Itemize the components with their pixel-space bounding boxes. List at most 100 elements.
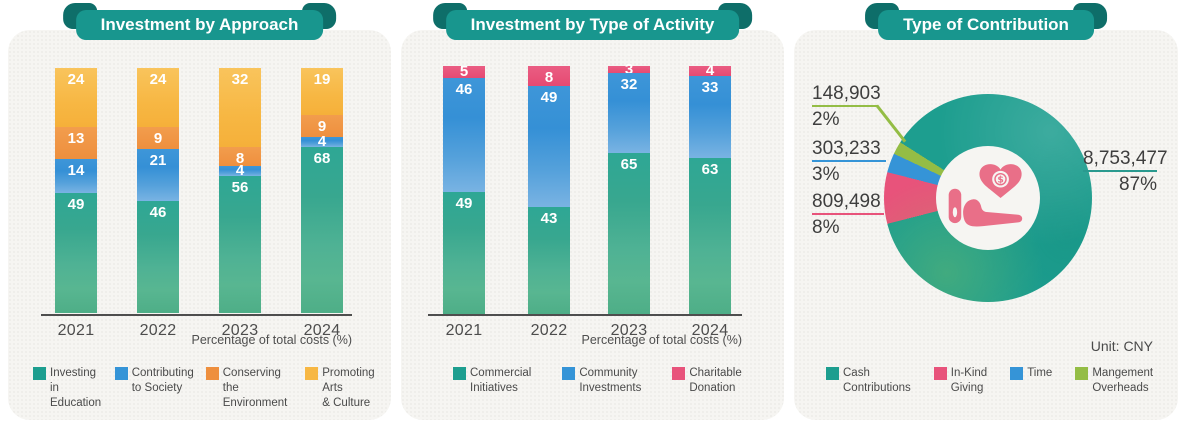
bar-segment-value: 65 bbox=[620, 155, 638, 173]
legend-item: Investing in Education bbox=[33, 366, 103, 411]
legend-item: Charitable Donation bbox=[672, 366, 742, 396]
callout-leader-line-lime bbox=[876, 104, 907, 143]
legend-swatch bbox=[933, 367, 947, 380]
bar-segment-value: 32 bbox=[231, 71, 249, 88]
bar-segment: 46 bbox=[443, 78, 485, 193]
bar-segment-value: 43 bbox=[540, 210, 558, 228]
legend-item: Time bbox=[1010, 366, 1052, 396]
callout-time: 303,233 3% bbox=[812, 139, 886, 185]
panel1-legend: Investing in Education Contributing to So… bbox=[33, 366, 391, 411]
legend-label: Contributing to Society bbox=[131, 367, 194, 394]
legend-swatch bbox=[672, 367, 686, 380]
panel3-title-ribbon: Type of Contribution bbox=[865, 3, 1107, 40]
stacked-bar-2024: 19 9 4 68 bbox=[301, 68, 343, 314]
bar-segment: 46 bbox=[137, 200, 179, 314]
panel-investment-by-approach: Investment by Approach 24 13 14 49 2021 24 9 21… bbox=[8, 3, 391, 420]
legend-swatch bbox=[114, 367, 128, 380]
bar-segment: 68 bbox=[301, 146, 343, 314]
bar-segment-value: 49 bbox=[455, 195, 473, 213]
legend-item: In-Kind Giving bbox=[933, 366, 987, 396]
bar-segment-value: 9 bbox=[153, 129, 163, 147]
callout-percent: 2% bbox=[812, 109, 840, 130]
legend-label: Promoting Arts & Culture bbox=[322, 367, 375, 409]
bar-segment: 8 bbox=[528, 66, 570, 86]
bar-segment: 24 bbox=[137, 68, 179, 127]
bar-segment-value: 13 bbox=[67, 129, 85, 147]
bar-segment-value: 24 bbox=[149, 71, 167, 88]
bar-segment: 5 bbox=[443, 63, 485, 81]
legend-item: Community Investments bbox=[562, 366, 641, 396]
legend-swatch bbox=[1075, 367, 1089, 380]
bar-segment: 49 bbox=[55, 193, 97, 314]
legend-item: Commercial Initiatives bbox=[453, 366, 531, 396]
bar-segment: 19 bbox=[301, 68, 343, 115]
legend-label: Mangement Overheads bbox=[1092, 367, 1154, 394]
legend-swatch bbox=[826, 367, 839, 380]
bar-segment: 3 bbox=[608, 62, 650, 77]
bar-segment: 63 bbox=[689, 157, 731, 314]
panel-type-of-contribution: Type of Contribution $ 148,903 bbox=[794, 3, 1178, 420]
legend-swatch bbox=[33, 367, 46, 380]
bar-segment-value: 4 bbox=[317, 132, 327, 150]
legend-item: Mangement Overheads bbox=[1075, 366, 1153, 396]
bar-segment: 49 bbox=[528, 85, 570, 208]
bar-segment-value: 33 bbox=[701, 78, 719, 96]
bar-segment-value: 46 bbox=[149, 203, 167, 221]
bar-segment-value: 19 bbox=[313, 71, 331, 88]
panel1-title: Investment by Approach bbox=[75, 10, 324, 40]
panel2-x-axis-caption: Percentage of total costs (%) bbox=[581, 333, 743, 347]
stacked-bar-2022: 24 9 21 46 bbox=[137, 68, 179, 314]
x-tick-label: 2021 bbox=[57, 321, 95, 339]
bar-segment-value: 63 bbox=[701, 160, 719, 178]
x-tick-label: 2023 bbox=[610, 322, 648, 339]
legend-label: Investing in Education bbox=[50, 367, 102, 409]
hand-holding-heart-coin-icon: $ bbox=[948, 164, 1023, 227]
bar-segment-value: 46 bbox=[455, 81, 473, 99]
bar-segment-value: 4 bbox=[705, 62, 715, 80]
callout-percent: 3% bbox=[812, 164, 840, 185]
bar-segment-value: 14 bbox=[67, 161, 85, 179]
legend-label: Conserving the Environment bbox=[222, 367, 288, 409]
stacked-bar-2021: 24 13 14 49 bbox=[55, 68, 97, 314]
legend-swatch bbox=[453, 367, 466, 380]
legend-label: Charitable Donation bbox=[689, 367, 742, 394]
bar-segment-value: 49 bbox=[540, 88, 558, 106]
legend-item: Cash Contributions bbox=[826, 366, 911, 396]
legend-swatch bbox=[1010, 367, 1024, 380]
legend-item: Promoting Arts & Culture bbox=[305, 366, 391, 411]
bar-segment-value: 21 bbox=[149, 152, 167, 169]
bar-segment: 65 bbox=[608, 152, 650, 314]
bar-segment-value: 3 bbox=[624, 60, 634, 78]
bar-segment-value: 8 bbox=[544, 69, 554, 86]
bar-segment-value: 4 bbox=[235, 162, 245, 180]
x-axis-line bbox=[41, 313, 352, 316]
bar-segment-value: 5 bbox=[459, 63, 469, 81]
bar-segment: 4 bbox=[219, 162, 261, 180]
legend-label: Time bbox=[1027, 367, 1053, 379]
unit-label: Unit: CNY bbox=[1090, 338, 1153, 354]
stacked-bar-chart-activity: 5 46 49 2021 8 49 43 2022 3 32 65 2023 4 33 63 2024 bbox=[401, 30, 784, 420]
panel2-title-ribbon: Investment by Type of Activity bbox=[432, 3, 753, 40]
svg-text:$: $ bbox=[997, 175, 1003, 186]
stacked-bar-2021: 5 46 49 bbox=[443, 63, 485, 314]
bar-segment-value: 49 bbox=[67, 196, 85, 214]
legend-swatch bbox=[205, 367, 219, 380]
callout-in-kind-giving: 809,498 8% bbox=[812, 192, 884, 238]
donut-hole: $ bbox=[936, 146, 1040, 250]
stacked-bar-2022: 8 49 43 bbox=[528, 66, 570, 314]
callout-cash-contributions: 8,753,477 87% bbox=[1083, 149, 1168, 195]
bar-segment: 32 bbox=[608, 73, 650, 153]
bar-segment: 8 bbox=[219, 146, 261, 167]
panel3-legend: Cash Contributions In-Kind Giving Time Mang… bbox=[826, 366, 1153, 396]
stacked-bar-2023: 3 32 65 bbox=[608, 62, 650, 314]
bar-segment: 4 bbox=[301, 132, 343, 150]
stacked-bar-chart-approach: 24 13 14 49 2021 24 9 21 46 2022 32 8 4 56 2023 19 9 4 68 2… bbox=[8, 30, 391, 420]
panel-investment-by-type-of-activity: Investment by Type of Activity 5 46 49 2021… bbox=[401, 3, 784, 420]
legend-label: Community Investments bbox=[579, 367, 642, 394]
bar-segment: 9 bbox=[137, 126, 179, 149]
x-tick-label: 2022 bbox=[530, 322, 568, 339]
bar-segment: 56 bbox=[219, 175, 261, 314]
bar-segment-value: 24 bbox=[67, 71, 85, 88]
callout-percent: 87% bbox=[1118, 174, 1157, 195]
panel1-title-ribbon: Investment by Approach bbox=[62, 3, 337, 40]
